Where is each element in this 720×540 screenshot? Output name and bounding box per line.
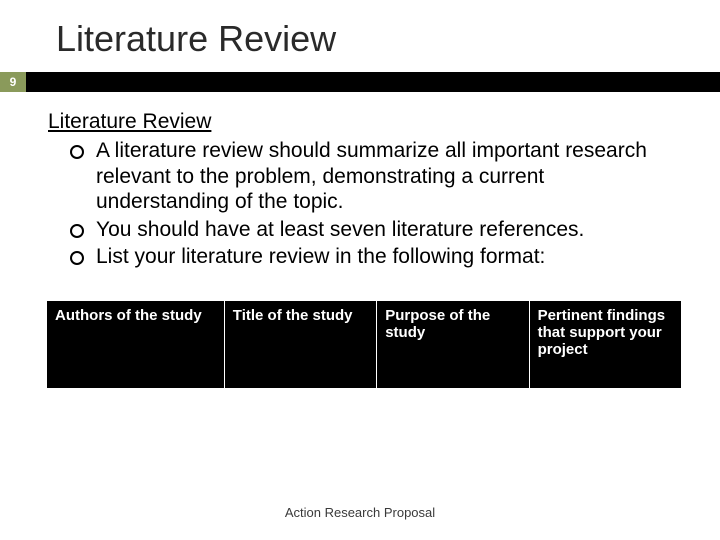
- literature-table: Authors of the study Title of the study …: [46, 300, 682, 389]
- section-heading: Literature Review: [48, 110, 672, 134]
- table-header-row: Authors of the study Title of the study …: [47, 301, 682, 389]
- content-area: Literature Review A literature review sh…: [0, 110, 720, 270]
- page-indicator-bar: 9: [0, 72, 720, 92]
- bullet-item: You should have at least seven literatur…: [74, 217, 672, 243]
- page-divider-bar: [26, 72, 720, 92]
- table-header-cell: Authors of the study: [47, 301, 225, 389]
- table-header-cell: Purpose of the study: [377, 301, 529, 389]
- table-container: Authors of the study Title of the study …: [46, 300, 682, 389]
- bullet-list: A literature review should summarize all…: [48, 138, 672, 270]
- slide-title: Literature Review: [0, 0, 720, 72]
- table-header-cell: Title of the study: [224, 301, 376, 389]
- page-number-badge: 9: [0, 72, 26, 92]
- bullet-item: A literature review should summarize all…: [74, 138, 672, 215]
- footer-text: Action Research Proposal: [0, 505, 720, 520]
- table-header-cell: Pertinent findings that support your pro…: [529, 301, 681, 389]
- bullet-item: List your literature review in the follo…: [74, 244, 672, 270]
